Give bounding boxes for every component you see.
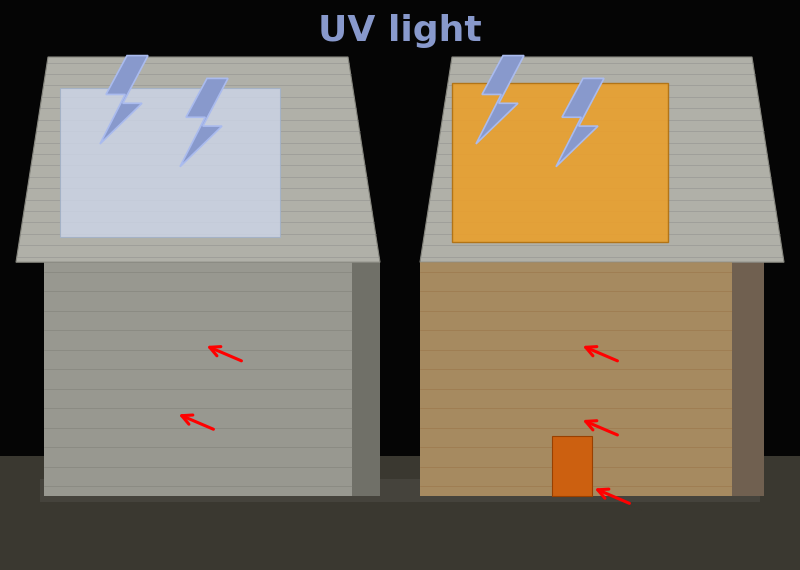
Bar (552, 436, 592, 496)
Bar (352, 262, 380, 496)
Polygon shape (180, 78, 228, 166)
Bar (40, 479, 760, 502)
Bar (44, 262, 352, 496)
Bar (452, 83, 668, 242)
Bar (732, 262, 764, 496)
Polygon shape (420, 57, 784, 262)
Polygon shape (100, 56, 148, 144)
Bar (60, 88, 280, 237)
Polygon shape (16, 57, 380, 262)
Text: UV light: UV light (318, 14, 482, 48)
Polygon shape (556, 78, 604, 166)
Bar (420, 262, 732, 496)
Bar (0, 456, 800, 570)
Polygon shape (476, 56, 524, 144)
Bar (420, 262, 732, 496)
